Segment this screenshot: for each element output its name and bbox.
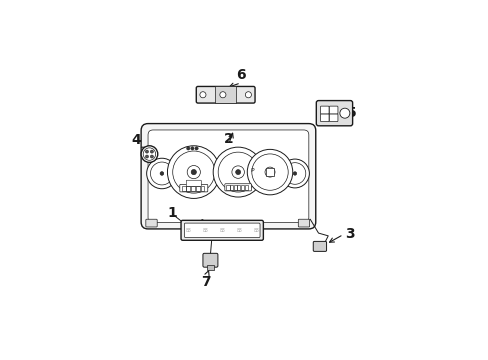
FancyBboxPatch shape [148, 130, 308, 222]
Circle shape [187, 166, 200, 179]
Text: 88: 88 [219, 228, 224, 233]
Circle shape [247, 149, 292, 195]
Bar [226, 185, 229, 190]
Circle shape [191, 170, 196, 175]
FancyBboxPatch shape [328, 106, 337, 114]
Bar [200, 186, 204, 190]
Circle shape [264, 167, 274, 177]
FancyBboxPatch shape [180, 184, 207, 192]
Circle shape [267, 170, 271, 174]
Circle shape [195, 147, 198, 150]
Circle shape [200, 92, 205, 98]
Circle shape [150, 155, 153, 158]
Text: P: P [249, 168, 253, 174]
FancyBboxPatch shape [320, 106, 328, 114]
FancyBboxPatch shape [196, 86, 255, 103]
FancyBboxPatch shape [298, 219, 309, 227]
Circle shape [245, 92, 251, 98]
Bar [241, 185, 244, 190]
Circle shape [190, 147, 194, 150]
Text: 88: 88 [185, 228, 191, 233]
Circle shape [160, 172, 163, 175]
Bar [186, 186, 190, 190]
Circle shape [213, 147, 263, 197]
Text: 5: 5 [346, 106, 356, 120]
Circle shape [220, 92, 225, 98]
FancyBboxPatch shape [313, 242, 326, 251]
Text: 88: 88 [253, 228, 259, 233]
FancyBboxPatch shape [181, 220, 263, 240]
Text: 88: 88 [236, 228, 242, 233]
Circle shape [150, 150, 153, 153]
FancyBboxPatch shape [145, 219, 157, 227]
FancyBboxPatch shape [186, 180, 201, 186]
Circle shape [146, 158, 177, 189]
Circle shape [167, 146, 220, 198]
Bar [196, 186, 199, 190]
Circle shape [145, 155, 148, 158]
Circle shape [145, 150, 148, 153]
Circle shape [141, 146, 158, 162]
Bar [207, 265, 213, 270]
FancyBboxPatch shape [320, 114, 328, 122]
Bar [244, 185, 247, 190]
FancyBboxPatch shape [224, 184, 251, 191]
Bar [214, 86, 235, 103]
FancyBboxPatch shape [184, 223, 260, 238]
Bar [230, 185, 233, 190]
FancyBboxPatch shape [203, 253, 218, 267]
Circle shape [339, 108, 349, 118]
Text: 88: 88 [202, 228, 208, 233]
FancyBboxPatch shape [328, 114, 337, 122]
Bar [266, 168, 273, 176]
Circle shape [231, 166, 244, 178]
Bar [191, 186, 195, 190]
Circle shape [293, 172, 296, 175]
Text: 4: 4 [131, 133, 141, 147]
Circle shape [186, 147, 189, 150]
Text: 2: 2 [223, 132, 233, 147]
Text: 6: 6 [236, 68, 245, 82]
Text: 3: 3 [345, 228, 354, 242]
FancyBboxPatch shape [141, 123, 315, 229]
Text: 7: 7 [201, 275, 211, 289]
Text: 1: 1 [167, 206, 177, 220]
Circle shape [235, 170, 240, 175]
Circle shape [280, 159, 309, 188]
FancyBboxPatch shape [316, 100, 352, 126]
Bar [233, 185, 236, 190]
Bar [237, 185, 240, 190]
Bar [182, 186, 185, 190]
